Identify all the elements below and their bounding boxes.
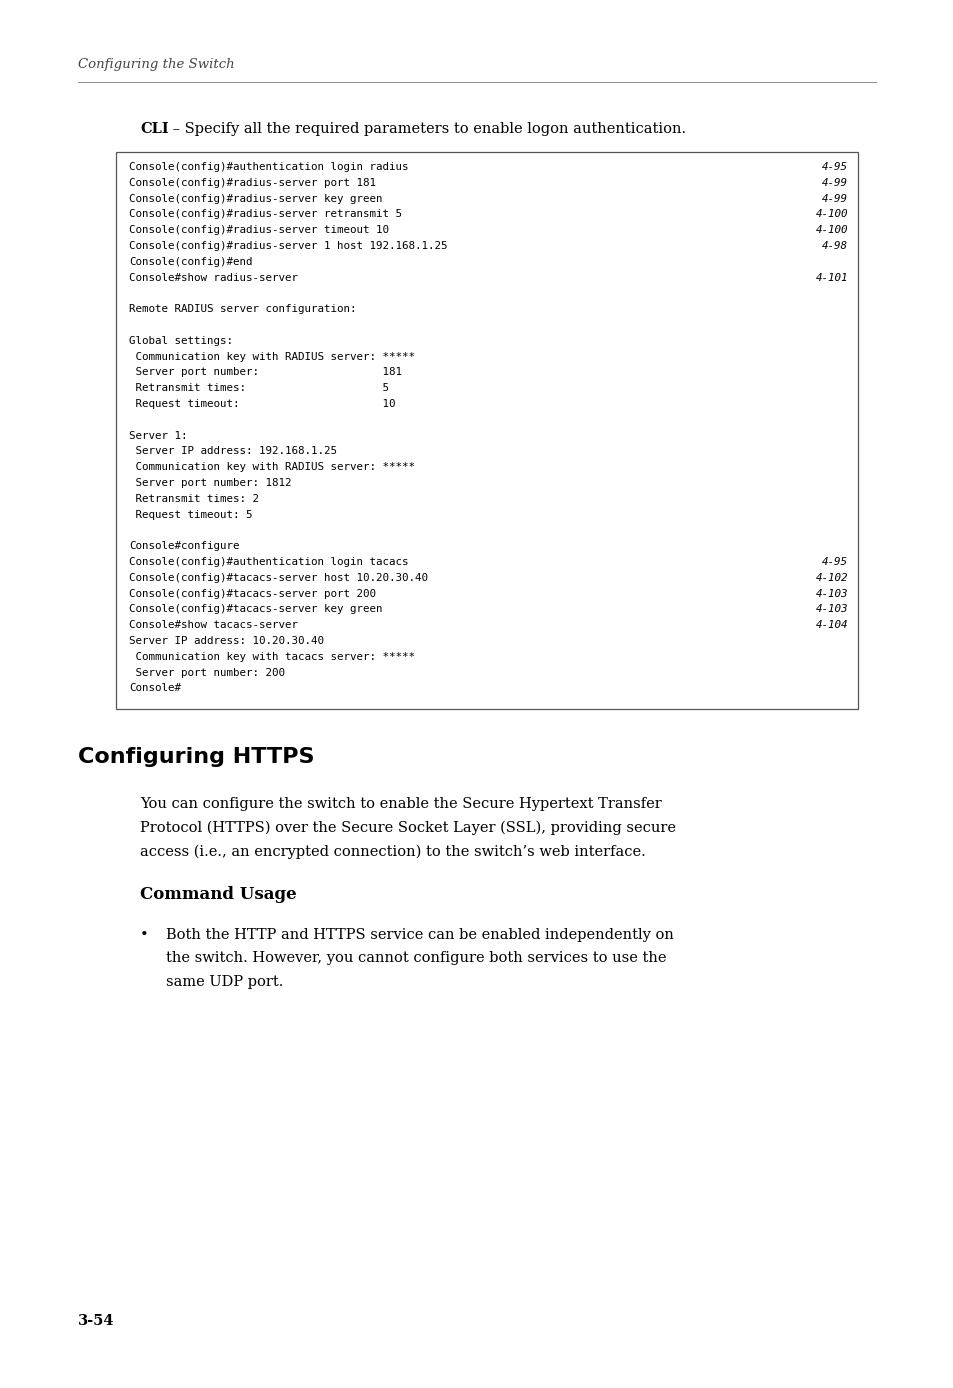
Text: CLI: CLI bbox=[140, 122, 169, 136]
Text: Console(config)#radius-server 1 host 192.168.1.25: Console(config)#radius-server 1 host 192… bbox=[129, 242, 447, 251]
Text: Console(config)#radius-server timeout 10: Console(config)#radius-server timeout 10 bbox=[129, 225, 389, 235]
Text: – Specify all the required parameters to enable logon authentication.: – Specify all the required parameters to… bbox=[168, 122, 685, 136]
Text: 4-98: 4-98 bbox=[821, 242, 847, 251]
Text: Console#configure: Console#configure bbox=[129, 541, 239, 551]
Text: Console(config)#radius-server retransmit 5: Console(config)#radius-server retransmit… bbox=[129, 210, 401, 219]
Text: 4-102: 4-102 bbox=[815, 573, 847, 583]
Text: •: • bbox=[140, 927, 149, 941]
Text: Request timeout:                      10: Request timeout: 10 bbox=[129, 398, 395, 409]
Text: 4-100: 4-100 bbox=[815, 210, 847, 219]
Text: Console#: Console# bbox=[129, 683, 181, 694]
Text: Retransmit times:                     5: Retransmit times: 5 bbox=[129, 383, 389, 393]
Text: Console(config)#authentication login radius: Console(config)#authentication login rad… bbox=[129, 162, 408, 172]
Text: You can configure the switch to enable the Secure Hypertext Transfer: You can configure the switch to enable t… bbox=[140, 797, 661, 811]
Text: 4-99: 4-99 bbox=[821, 178, 847, 187]
Text: Console(config)#tacacs-server key green: Console(config)#tacacs-server key green bbox=[129, 604, 382, 615]
Text: Console(config)#radius-server port 181: Console(config)#radius-server port 181 bbox=[129, 178, 375, 187]
Text: 4-103: 4-103 bbox=[815, 604, 847, 615]
Text: Both the HTTP and HTTPS service can be enabled independently on: Both the HTTP and HTTPS service can be e… bbox=[166, 927, 673, 941]
Text: Communication key with RADIUS server: *****: Communication key with RADIUS server: **… bbox=[129, 462, 415, 472]
Text: 4-99: 4-99 bbox=[821, 193, 847, 204]
Bar bbox=[116, 153, 857, 709]
Text: 4-101: 4-101 bbox=[815, 272, 847, 283]
Text: Command Usage: Command Usage bbox=[140, 886, 296, 902]
Text: 4-100: 4-100 bbox=[815, 225, 847, 235]
Text: 4-95: 4-95 bbox=[821, 557, 847, 568]
Text: Communication key with tacacs server: *****: Communication key with tacacs server: **… bbox=[129, 652, 415, 662]
Text: Console(config)#end: Console(config)#end bbox=[129, 257, 253, 266]
Text: Console(config)#tacacs-server port 200: Console(config)#tacacs-server port 200 bbox=[129, 589, 375, 598]
Text: Configuring the Switch: Configuring the Switch bbox=[78, 58, 234, 71]
Text: the switch. However, you cannot configure both services to use the: the switch. However, you cannot configur… bbox=[166, 951, 666, 965]
Text: 4-104: 4-104 bbox=[815, 620, 847, 630]
Text: Global settings:: Global settings: bbox=[129, 336, 233, 346]
Text: Request timeout: 5: Request timeout: 5 bbox=[129, 509, 253, 519]
Text: Server IP address: 10.20.30.40: Server IP address: 10.20.30.40 bbox=[129, 636, 324, 645]
Text: 4-103: 4-103 bbox=[815, 589, 847, 598]
Text: Server port number:                   181: Server port number: 181 bbox=[129, 368, 401, 378]
Text: 4-95: 4-95 bbox=[821, 162, 847, 172]
Text: 3-54: 3-54 bbox=[78, 1314, 114, 1328]
Text: Console#show tacacs-server: Console#show tacacs-server bbox=[129, 620, 297, 630]
Text: Server port number: 1812: Server port number: 1812 bbox=[129, 477, 292, 489]
Text: Retransmit times: 2: Retransmit times: 2 bbox=[129, 494, 258, 504]
Text: Console(config)#authentication login tacacs: Console(config)#authentication login tac… bbox=[129, 557, 408, 568]
Text: Console#show radius-server: Console#show radius-server bbox=[129, 272, 297, 283]
Text: Server 1:: Server 1: bbox=[129, 430, 188, 440]
Text: Console(config)#radius-server key green: Console(config)#radius-server key green bbox=[129, 193, 382, 204]
Text: Server port number: 200: Server port number: 200 bbox=[129, 668, 285, 677]
Text: Remote RADIUS server configuration:: Remote RADIUS server configuration: bbox=[129, 304, 356, 314]
Text: Protocol (HTTPS) over the Secure Socket Layer (SSL), providing secure: Protocol (HTTPS) over the Secure Socket … bbox=[140, 820, 676, 836]
Text: access (i.e., an encrypted connection) to the switch’s web interface.: access (i.e., an encrypted connection) t… bbox=[140, 844, 645, 859]
Text: Server IP address: 192.168.1.25: Server IP address: 192.168.1.25 bbox=[129, 447, 336, 457]
Text: Console(config)#tacacs-server host 10.20.30.40: Console(config)#tacacs-server host 10.20… bbox=[129, 573, 428, 583]
Text: Communication key with RADIUS server: *****: Communication key with RADIUS server: **… bbox=[129, 351, 415, 362]
Text: Configuring HTTPS: Configuring HTTPS bbox=[78, 747, 314, 768]
Text: same UDP port.: same UDP port. bbox=[166, 974, 283, 988]
